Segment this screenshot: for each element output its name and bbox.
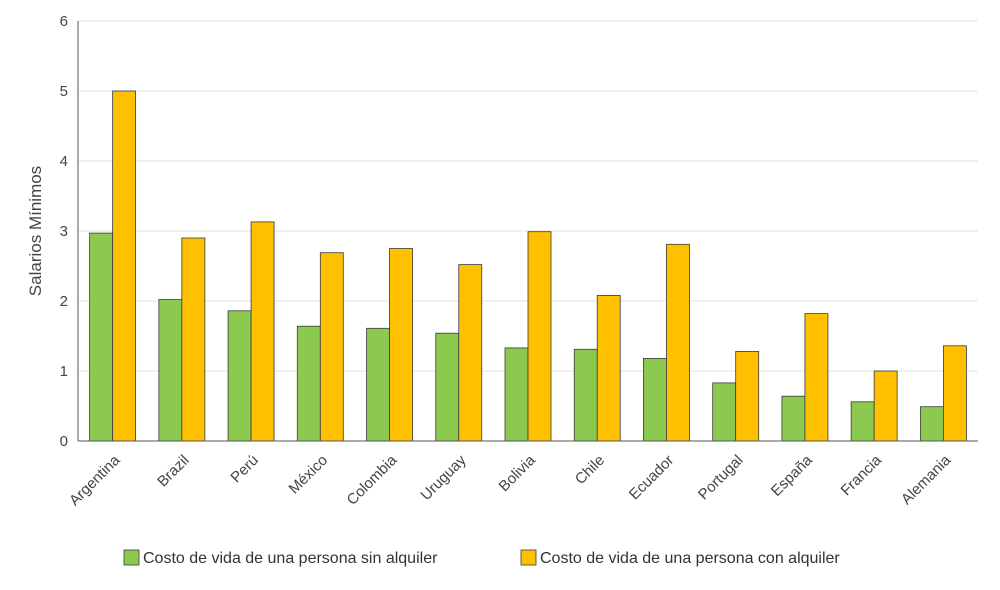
bar-con-alquiler	[735, 350, 760, 442]
bar-sin-alquiler	[158, 299, 183, 442]
bar-sin-alquiler	[227, 310, 252, 442]
x-tick-label: Perú	[227, 452, 261, 486]
bar-con-alquiler	[389, 248, 413, 442]
x-tick-label: Bolivia	[496, 451, 540, 495]
y-tick-label: 4	[60, 153, 68, 170]
bar-con-alquiler	[942, 345, 967, 442]
x-tick-label: Argentina	[66, 451, 124, 509]
bar-con-alquiler	[319, 252, 344, 442]
bar-sin-alquiler	[712, 382, 737, 442]
y-axis-label: Salarios Mínimos	[26, 166, 45, 296]
bar-con-alquiler	[804, 313, 829, 442]
legend-swatch	[123, 549, 140, 566]
bar-con-alquiler	[873, 370, 898, 442]
bar-sin-alquiler	[366, 327, 390, 442]
axes	[77, 21, 978, 442]
bar-sin-alquiler	[573, 348, 598, 442]
y-tick-label: 5	[60, 83, 68, 100]
x-tick-label: México	[286, 452, 332, 498]
y-tick-label: 1	[60, 363, 68, 380]
bar-con-alquiler	[250, 221, 275, 442]
x-tick-label: Colombia	[344, 451, 401, 508]
bar-sin-alquiler	[781, 395, 806, 442]
bar-con-alquiler	[458, 264, 483, 442]
bars	[89, 90, 967, 442]
y-tick-label: 0	[60, 433, 68, 450]
bar-con-alquiler	[596, 294, 621, 442]
y-tick-label: 3	[60, 223, 68, 240]
y-axis-ticks: 0 1 2 3 4 5 6	[60, 13, 68, 450]
y-tick-label: 2	[60, 293, 68, 310]
bar-sin-alquiler	[296, 325, 321, 442]
x-tick-label: Chile	[572, 452, 608, 488]
legend-label: Costo de vida de una persona con alquile…	[540, 550, 840, 567]
x-tick-label: Brazil	[154, 452, 193, 491]
legend-label: Costo de vida de una persona sin alquile…	[143, 550, 438, 567]
x-tick-label: Uruguay	[417, 451, 469, 503]
bar-sin-alquiler	[89, 232, 114, 442]
legend-swatch	[520, 549, 537, 566]
bar-sin-alquiler	[850, 401, 875, 442]
bar-con-alquiler	[181, 237, 206, 442]
bar-con-alquiler	[527, 231, 552, 442]
legend: Costo de vida de una persona sin alquile…	[123, 549, 840, 567]
x-tick-label: Francia	[838, 451, 886, 499]
x-tick-label: Alemania	[898, 451, 955, 508]
bar-sin-alquiler	[919, 406, 944, 442]
bar-con-alquiler	[666, 243, 690, 442]
bar-sin-alquiler	[643, 357, 667, 442]
y-tick-label: 6	[60, 13, 68, 30]
x-tick-label: Portugal	[695, 452, 747, 504]
x-tick-label: España	[768, 451, 816, 499]
bar-sin-alquiler	[504, 347, 529, 442]
bar-sin-alquiler	[435, 332, 460, 442]
x-axis-ticks: Argentina Brazil Perú México Colombia Uruguay…	[66, 451, 955, 509]
x-tick-label: Ecuador	[626, 452, 678, 504]
bar-con-alquiler	[112, 90, 137, 442]
